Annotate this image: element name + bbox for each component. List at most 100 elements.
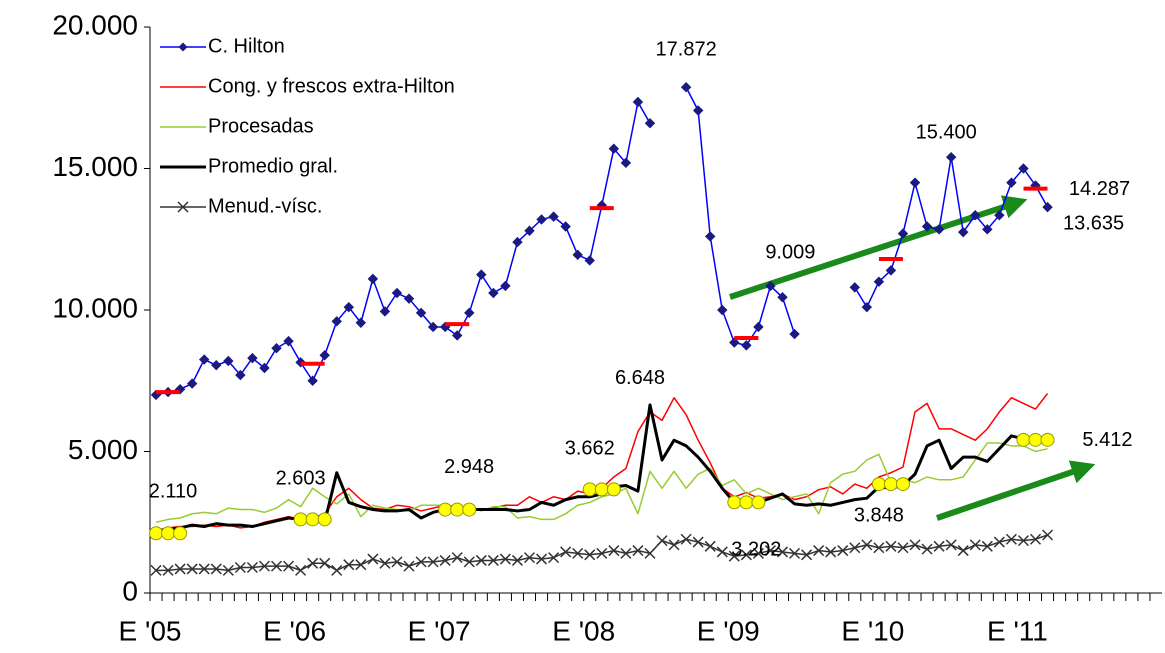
point [764,545,776,557]
point [161,526,176,541]
point [343,559,355,571]
point [355,559,367,571]
point [186,378,198,389]
point [789,547,801,559]
legend-label: Cong. y frescos extra-Hilton [208,75,455,97]
point [536,553,548,565]
point [427,556,439,568]
point [994,209,1005,221]
point [632,545,644,557]
point [644,547,656,559]
point [825,546,837,558]
point [331,564,343,576]
point [524,225,535,236]
x-tick-label: E '11 [987,615,1048,646]
point [716,546,728,558]
legend-label: C. Hilton [208,35,285,57]
point [173,526,188,541]
x-tick-label: E '07 [408,615,471,646]
series [156,186,1048,395]
point [234,561,246,574]
point [656,535,668,547]
point [367,273,379,285]
point [644,118,656,129]
point [789,328,800,340]
point [247,352,258,364]
series [150,529,1054,576]
point [982,224,993,235]
point [379,557,391,569]
point [849,542,861,554]
point [162,564,174,576]
point [367,553,379,565]
legend-label: Promedio gral. [208,155,338,177]
trend-arrow [729,195,1028,300]
point [765,280,776,292]
point [270,560,283,572]
point [536,214,547,225]
y-tick-label: 0 [122,575,138,606]
point [451,552,463,564]
data-label: 13.635 [1063,212,1124,234]
legend-marker [177,201,189,213]
point [584,255,595,266]
data-label: 6.648 [615,367,665,389]
point [450,502,465,517]
point [1006,177,1017,188]
trend-arrow [936,460,1096,521]
point [921,543,933,555]
point [606,482,621,497]
point [753,321,764,333]
point [235,369,246,381]
point [1028,432,1043,447]
point [883,477,898,492]
point [813,545,825,557]
data-label: 5.412 [1082,429,1132,451]
point [488,287,499,299]
point [295,564,307,576]
data-label: 3.202 [731,539,781,561]
legend-item: Cong. y frescos extra-Hilton [160,75,455,97]
point [511,554,523,566]
data-label: 9.009 [765,241,815,263]
point [379,306,391,317]
point [921,221,933,232]
point [620,157,632,169]
point [307,557,319,569]
y-tick-label: 10.000 [52,292,138,323]
data-label: 2.110 [149,481,198,503]
point [741,340,752,351]
point [403,293,415,304]
point [777,292,788,303]
point [210,563,222,575]
point [499,553,511,565]
point [305,512,320,527]
point [873,542,885,554]
legend-item: Procesadas [160,115,314,137]
data-label: 2.603 [276,468,326,490]
point [729,337,740,348]
point [608,143,620,154]
point [246,561,258,574]
point [439,554,451,566]
series [149,432,1055,541]
point [871,477,886,492]
point [186,563,198,575]
point [969,539,981,551]
point [560,546,572,558]
point [1029,533,1042,545]
point [258,560,270,572]
point [933,540,945,552]
point [293,512,308,527]
series-line [155,393,1049,532]
legend-item: C. Hilton [160,35,285,57]
point [283,560,295,572]
point [632,96,644,108]
point [223,355,234,367]
point [705,231,716,242]
point [464,307,475,319]
point [704,540,716,552]
point [463,556,475,568]
point [259,362,270,374]
